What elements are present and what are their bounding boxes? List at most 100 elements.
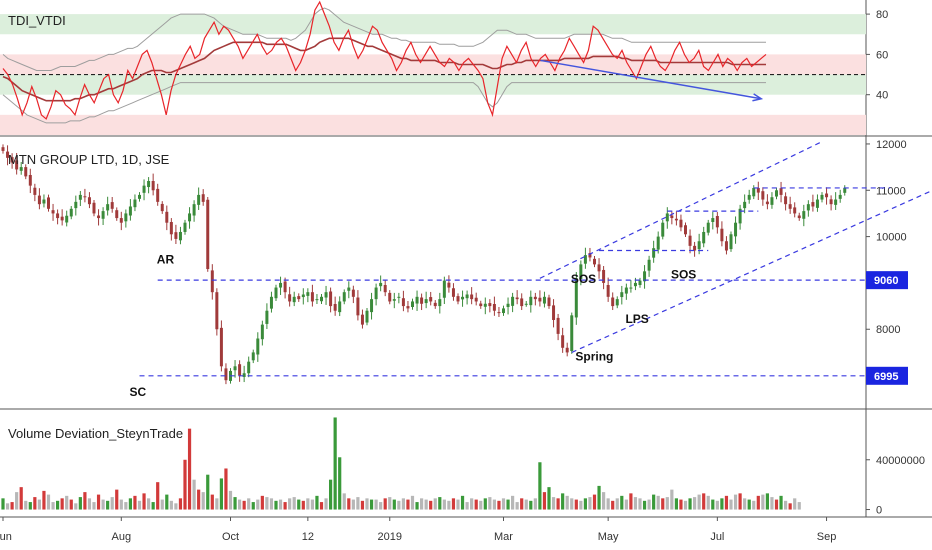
volume-bar (674, 498, 678, 510)
volume-bar (761, 494, 765, 510)
candle (620, 292, 624, 298)
volume-bar (178, 498, 183, 510)
candle (438, 299, 442, 307)
volume-bar (5, 503, 10, 510)
candle (429, 297, 433, 302)
volume-bar (192, 479, 196, 510)
volume-bar (187, 428, 192, 510)
candle (219, 327, 223, 367)
volume-bar (656, 495, 660, 510)
tdi-title: TDI_VTDI (8, 13, 66, 28)
candle (693, 245, 697, 251)
candle (433, 302, 437, 307)
volume-bar (629, 493, 633, 510)
candle (829, 199, 833, 205)
volume-bar (438, 497, 442, 510)
candle (684, 225, 687, 235)
candle (838, 194, 842, 199)
volume-bar (142, 493, 146, 510)
candle (447, 282, 451, 288)
volume-bar (602, 492, 606, 510)
volume-bar (779, 495, 783, 510)
candle (138, 194, 141, 199)
volume-bar (401, 498, 405, 510)
volume-bar (256, 499, 260, 510)
volume-bar (497, 500, 501, 510)
channel-line (571, 189, 932, 353)
candle (342, 292, 346, 302)
volume-bar (19, 487, 23, 510)
volume-bar (201, 492, 205, 510)
volume-bar (642, 500, 647, 510)
volume-bar (1, 498, 5, 510)
volume-bar (10, 502, 14, 510)
candle (665, 213, 669, 222)
volume-bar (720, 498, 724, 510)
volume-bar (228, 490, 233, 510)
candle (611, 297, 615, 307)
candle (247, 361, 251, 374)
candle (424, 299, 428, 304)
volume-bar (33, 497, 37, 510)
volume-bar (383, 498, 387, 510)
volume-bar (397, 500, 401, 510)
volume-bar (260, 495, 264, 510)
candle (593, 258, 596, 265)
volume-bar (87, 498, 92, 510)
candle (724, 241, 728, 251)
volume-bar (183, 459, 187, 510)
volume-bar (733, 494, 738, 510)
volume-bar (615, 498, 619, 510)
candle (156, 188, 160, 202)
candle (306, 292, 310, 296)
volume-bar (333, 417, 337, 510)
volume-bar (251, 502, 255, 510)
volume-bar (392, 499, 396, 510)
candle (42, 199, 46, 204)
candle (60, 216, 64, 221)
volume-bar (788, 503, 792, 510)
candle (388, 292, 392, 302)
candle (351, 289, 355, 297)
candle (292, 296, 296, 303)
candle (770, 197, 774, 205)
volume-bar (369, 499, 374, 510)
candle (784, 196, 788, 205)
candle (561, 335, 565, 348)
candle (1, 147, 5, 151)
volume-bar (638, 498, 642, 510)
candle (756, 187, 760, 193)
candle (511, 296, 515, 306)
volume-bar (374, 499, 378, 510)
candle (347, 287, 351, 291)
candle (165, 211, 169, 223)
candle (538, 297, 542, 302)
candle (647, 259, 651, 271)
wyckoff-annotation: AR (157, 252, 175, 266)
candle (338, 301, 342, 313)
tdi-slow-line (2, 37, 766, 102)
candle (310, 292, 314, 302)
volume-bar (465, 502, 469, 510)
candle (33, 187, 37, 195)
volume-bar (247, 498, 251, 510)
candle (160, 203, 164, 212)
volume-bar (165, 494, 169, 510)
volume-bar (715, 500, 719, 510)
volume-bar (483, 498, 487, 510)
candle (188, 213, 192, 222)
candle (802, 211, 806, 219)
candle (401, 298, 405, 307)
volume-bar (529, 500, 533, 510)
candle (520, 298, 524, 307)
channel-line (539, 141, 823, 279)
candle (320, 296, 323, 302)
volume-bar (310, 499, 314, 510)
candle (652, 248, 656, 258)
candle (197, 194, 201, 205)
volume-bar (60, 498, 64, 510)
candle (624, 287, 628, 294)
volume-bar (360, 500, 365, 510)
volume-bar (570, 498, 574, 510)
volume-bar (652, 494, 656, 510)
